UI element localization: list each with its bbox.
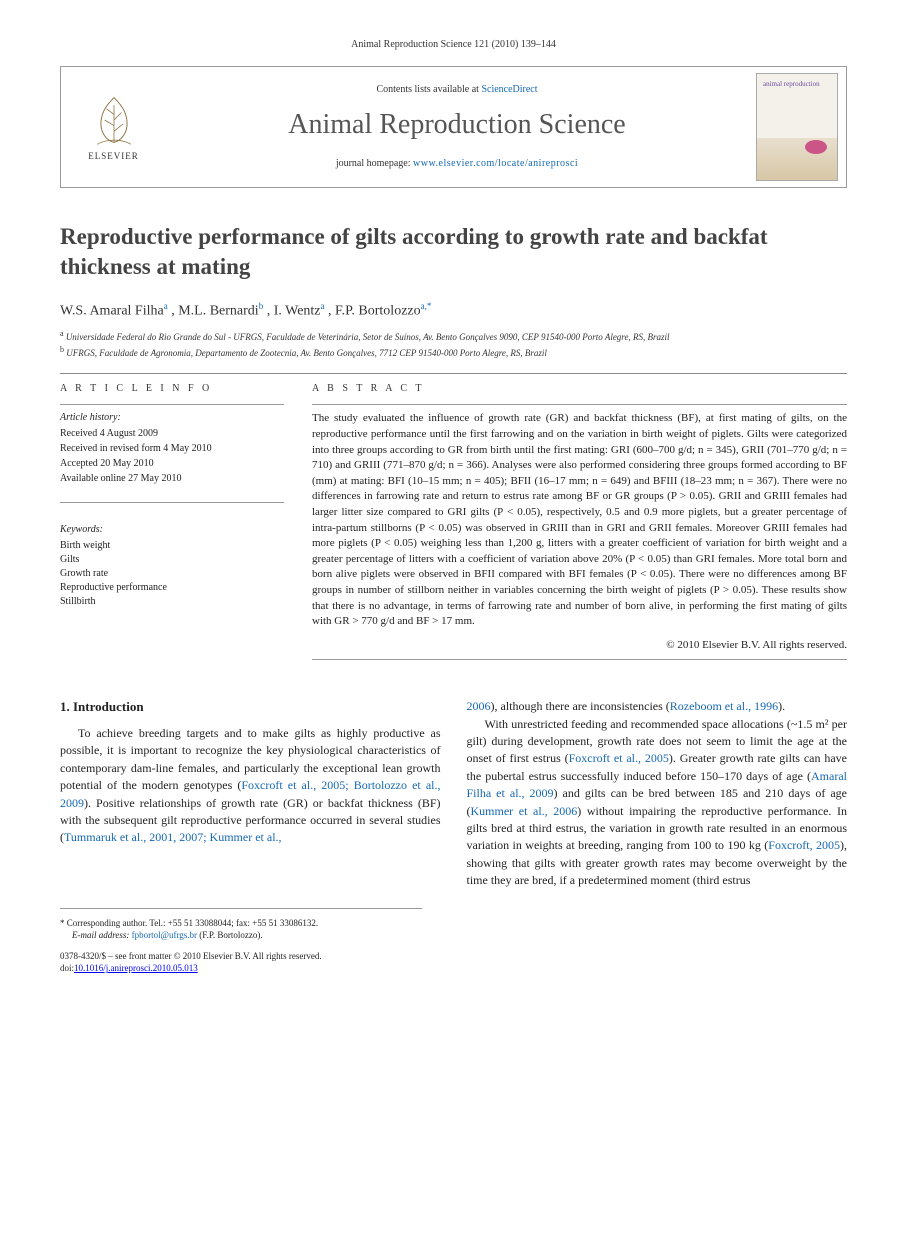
corresponding-author-footnote: * Corresponding author. Tel.: +55 51 330… <box>60 908 422 942</box>
keywords-label: Keywords: <box>60 523 284 537</box>
footer-left: 0378-4320/$ – see front matter © 2010 El… <box>60 950 322 975</box>
text-run: ). <box>778 699 785 713</box>
abstract-column: A B S T R A C T The study evaluated the … <box>312 382 847 666</box>
abstract-text: The study evaluated the influence of gro… <box>312 411 847 630</box>
history-line: Received 4 August 2009 <box>60 427 284 441</box>
history-label: Article history: <box>60 411 284 425</box>
abstract-divider <box>312 404 847 405</box>
author-1: W.S. Amaral Filha <box>60 303 164 318</box>
corr-email-link[interactable]: fpbortol@ufrgs.br <box>132 930 197 940</box>
info-divider <box>60 502 284 503</box>
contents-available-line: Contents lists available at ScienceDirec… <box>376 83 537 97</box>
cover-thumb-block: animal reproduction <box>748 67 846 187</box>
citation-link[interactable]: Kummer et al., 2006 <box>471 804 578 818</box>
abstract-copyright: © 2010 Elsevier B.V. All rights reserved… <box>312 638 847 653</box>
corr-author-text: Corresponding author. Tel.: +55 51 33088… <box>67 918 318 928</box>
running-head: Animal Reproduction Science 121 (2010) 1… <box>60 38 847 52</box>
header-center: Contents lists available at ScienceDirec… <box>166 67 748 187</box>
authors-line: W.S. Amaral Filhaa , M.L. Bernardib , I.… <box>60 300 847 321</box>
author-3-affil: a <box>321 301 325 311</box>
journal-header: ELSEVIER Contents lists available at Sci… <box>60 66 847 188</box>
body-column-left: 1. Introduction To achieve breeding targ… <box>60 698 441 889</box>
journal-name: Animal Reproduction Science <box>288 105 625 144</box>
author-3: , I. Wentz <box>267 303 321 318</box>
body-columns: 1. Introduction To achieve breeding targ… <box>60 698 847 889</box>
history-line: Accepted 20 May 2010 <box>60 457 284 471</box>
keyword: Reproductive performance <box>60 581 284 595</box>
publisher-logo-block: ELSEVIER <box>61 67 166 187</box>
author-2-affil: b <box>259 301 264 311</box>
corresponding-star: * <box>427 301 432 311</box>
doi-link[interactable]: 10.1016/j.anireprosci.2010.05.013 <box>74 963 198 973</box>
article-info-heading: A R T I C L E I N F O <box>60 382 284 396</box>
citation-link[interactable]: 2006 <box>467 699 491 713</box>
sciencedirect-link[interactable]: ScienceDirect <box>481 84 537 95</box>
keyword: Birth weight <box>60 539 284 553</box>
homepage-prefix: journal homepage: <box>336 158 413 169</box>
author-2: , M.L. Bernardi <box>171 303 258 318</box>
divider <box>60 373 847 374</box>
body-column-right: 2006), although there are inconsistencie… <box>467 698 848 889</box>
citation-link[interactable]: Foxcroft et al., 2005 <box>569 751 669 765</box>
citation-link[interactable]: Rozeboom et al., 1996 <box>670 699 778 713</box>
page-footer: 0378-4320/$ – see front matter © 2010 El… <box>60 950 847 975</box>
journal-homepage-line: journal homepage: www.elsevier.com/locat… <box>336 157 578 171</box>
corr-email-person: (F.P. Bortolozzo). <box>199 930 262 940</box>
section-heading-introduction: 1. Introduction <box>60 698 441 717</box>
contents-prefix: Contents lists available at <box>376 84 481 95</box>
email-label: E-mail address: <box>72 930 129 940</box>
affiliation-b: UFRGS, Faculdade de Agronomia, Departame… <box>66 348 547 358</box>
keyword: Stillbirth <box>60 595 284 609</box>
journal-cover-thumbnail: animal reproduction <box>756 73 838 181</box>
history-line: Available online 27 May 2010 <box>60 472 284 486</box>
affiliation-a: Universidade Federal do Rio Grande do Su… <box>66 332 670 342</box>
keyword: Growth rate <box>60 567 284 581</box>
affiliations: a Universidade Federal do Rio Grande do … <box>60 329 847 359</box>
info-divider <box>60 404 284 405</box>
intro-paragraph-2: With unrestricted feeding and recommende… <box>467 716 848 890</box>
abstract-bottom-divider <box>312 659 847 660</box>
text-run: ), although there are inconsistencies ( <box>491 699 670 713</box>
doi-label: doi: <box>60 963 74 973</box>
intro-paragraph-1-cont: 2006), although there are inconsistencie… <box>467 698 848 715</box>
cover-title: animal reproduction <box>763 80 820 90</box>
article-info-column: A R T I C L E I N F O Article history: R… <box>60 382 284 666</box>
keyword: Gilts <box>60 553 284 567</box>
elsevier-tree-icon <box>86 92 142 148</box>
author-4: , F.P. Bortolozzo <box>328 303 421 318</box>
front-matter-line: 0378-4320/$ – see front matter © 2010 El… <box>60 950 322 963</box>
cover-graphic <box>805 140 827 154</box>
journal-homepage-link[interactable]: www.elsevier.com/locate/anireprosci <box>413 158 578 169</box>
history-line: Received in revised form 4 May 2010 <box>60 442 284 456</box>
author-1-affil: a <box>164 301 168 311</box>
citation-link[interactable]: Foxcroft, 2005 <box>768 838 840 852</box>
abstract-heading: A B S T R A C T <box>312 382 847 396</box>
intro-paragraph-1: To achieve breeding targets and to make … <box>60 725 441 847</box>
citation-link[interactable]: Tummaruk et al., 2001, 2007; Kummer et a… <box>64 830 282 844</box>
article-title: Reproductive performance of gilts accord… <box>60 222 847 282</box>
publisher-name: ELSEVIER <box>88 150 139 163</box>
